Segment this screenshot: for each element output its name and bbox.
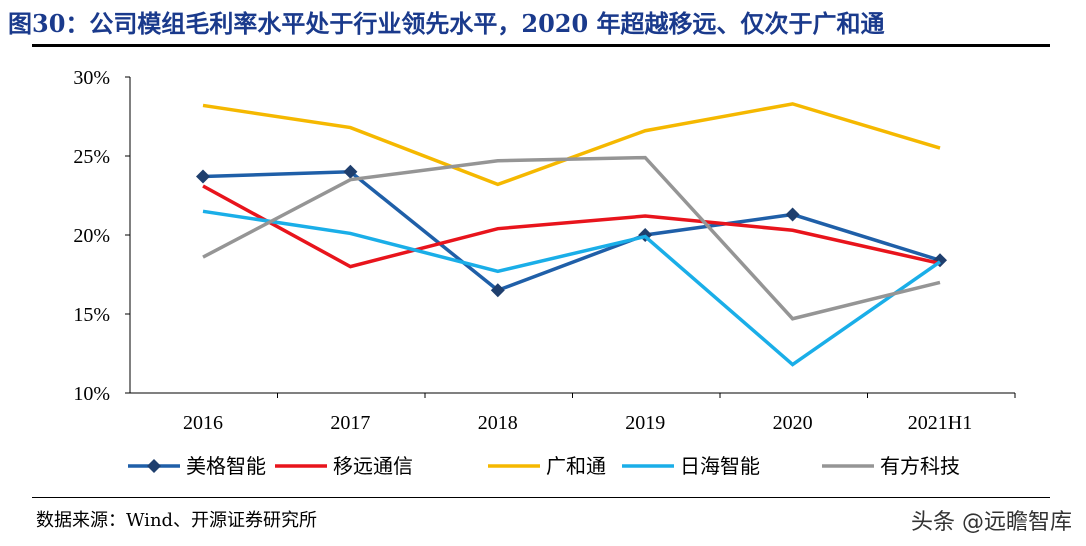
y-tick-label: 30% [73, 67, 110, 89]
source-divider [32, 497, 1050, 498]
y-tick-label: 20% [73, 225, 110, 247]
y-tick-label: 25% [73, 146, 110, 168]
legend-item: 美格智能 [128, 454, 266, 478]
series-line [202, 209, 942, 367]
series-4 [202, 155, 941, 321]
y-tick-label: 15% [73, 304, 110, 326]
source-note: 数据来源：Wind、开源证券研究所 [36, 510, 318, 531]
y-tick-label: 10% [73, 383, 110, 405]
legend-label: 日海智能 [680, 454, 760, 478]
data-point [490, 283, 505, 298]
series-3 [202, 209, 942, 367]
legend-item: 广和通 [488, 454, 606, 478]
x-tick-label: 2017 [330, 412, 370, 434]
legend-item: 有方科技 [822, 454, 960, 478]
series-line [202, 184, 941, 269]
x-tick-label: 2020 [773, 412, 813, 434]
legend-label: 广和通 [546, 454, 606, 478]
series-line [202, 170, 941, 293]
legend-item: 移远通信 [275, 454, 413, 478]
data-point [785, 207, 800, 222]
x-tick-label: 2019 [625, 412, 665, 434]
legend-item: 日海智能 [622, 454, 760, 478]
figure-title: 图30：公司模组毛利率水平处于行业领先水平，2020 年超越移远、仅次于广和通 [8, 9, 885, 38]
x-tick-label: 2016 [183, 412, 223, 434]
x-tick-label: 2021H1 [908, 412, 972, 434]
series-0 [196, 164, 947, 298]
series-1 [202, 184, 941, 269]
legend-label: 美格智能 [186, 454, 266, 478]
data-point [343, 164, 358, 179]
legend-label: 有方科技 [880, 454, 960, 478]
series-line [202, 155, 941, 321]
watermark: 头条 @远瞻智库 [911, 510, 1072, 535]
x-tick-label: 2018 [478, 412, 518, 434]
data-point [196, 169, 210, 184]
title-divider [32, 44, 1050, 47]
legend-marker [147, 459, 161, 473]
legend-label: 移远通信 [333, 454, 413, 478]
